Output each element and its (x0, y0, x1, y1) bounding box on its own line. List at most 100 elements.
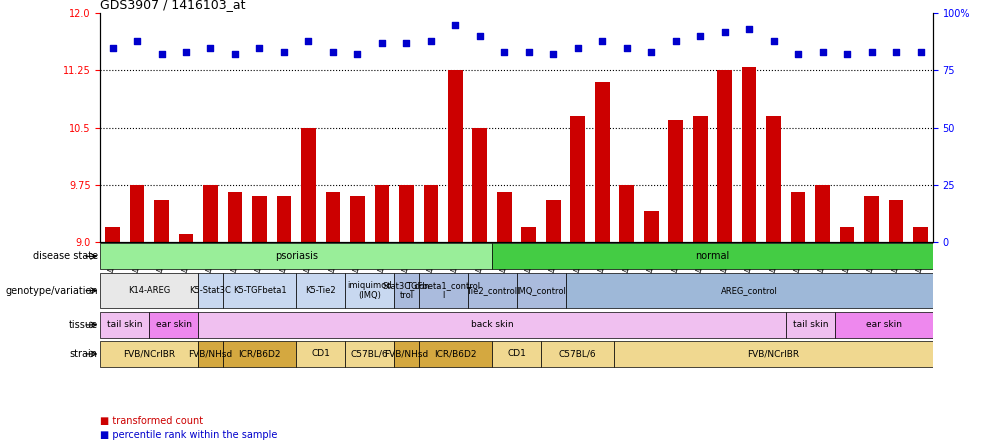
Point (129, 37, 145, 44)
Text: disease state: disease state (33, 251, 98, 262)
Bar (864, 196, 878, 242)
Bar (888, 200, 903, 242)
Point (202, 44, 218, 51)
Bar (565, 273, 932, 309)
Point (912, 48, 928, 56)
Bar (492, 243, 932, 270)
Point (252, 44, 268, 51)
Point (177, 48, 193, 56)
Point (520, 48, 536, 56)
Text: normal: normal (694, 251, 728, 262)
Text: ICR/B6D2: ICR/B6D2 (237, 349, 281, 358)
Point (374, 40, 390, 47)
Bar (496, 192, 511, 242)
Text: FVB/NCrIBR: FVB/NCrIBR (746, 349, 799, 358)
Point (349, 51, 365, 58)
Point (545, 51, 561, 58)
Text: psoriasis: psoriasis (275, 251, 318, 262)
Point (691, 32, 707, 40)
Point (447, 21, 463, 28)
Bar (277, 196, 291, 242)
Text: ear skin: ear skin (865, 321, 901, 329)
Bar (198, 273, 222, 309)
Bar (149, 312, 198, 338)
Text: K5-TGFbeta1: K5-TGFbeta1 (232, 286, 286, 295)
Text: back skin: back skin (470, 321, 513, 329)
Bar (399, 185, 413, 242)
Point (496, 48, 512, 56)
Bar (423, 185, 438, 242)
Point (471, 32, 487, 40)
Bar (492, 341, 540, 367)
Text: TGFbeta1_control
l: TGFbeta1_control l (406, 281, 480, 300)
Bar (227, 192, 242, 242)
Point (716, 28, 732, 35)
Text: IMQ_control: IMQ_control (516, 286, 565, 295)
Bar (834, 312, 932, 338)
Bar (516, 273, 565, 309)
Text: Stat3C_con
trol: Stat3C_con trol (382, 281, 430, 300)
Bar (374, 185, 389, 242)
Text: K5-Tie2: K5-Tie2 (305, 286, 336, 295)
Point (398, 40, 414, 47)
Text: CD1: CD1 (311, 349, 330, 358)
Text: strain: strain (70, 349, 98, 359)
Point (276, 48, 292, 56)
Point (642, 48, 658, 56)
Text: K14-AREG: K14-AREG (128, 286, 170, 295)
Bar (345, 341, 394, 367)
Bar (467, 273, 516, 309)
Point (301, 37, 317, 44)
Bar (912, 226, 927, 242)
Bar (301, 127, 316, 242)
Bar (129, 185, 144, 242)
Point (863, 48, 879, 56)
Bar (100, 312, 149, 338)
Bar (815, 185, 829, 242)
Bar (418, 341, 492, 367)
Point (153, 51, 169, 58)
Text: ICR/B6D2: ICR/B6D2 (434, 349, 476, 358)
Text: C57BL/6: C57BL/6 (558, 349, 596, 358)
Text: ■ transformed count: ■ transformed count (100, 416, 203, 426)
Text: FVB/NCrIBR: FVB/NCrIBR (123, 349, 175, 358)
Point (765, 37, 781, 44)
Text: GDS3907 / 1416103_at: GDS3907 / 1416103_at (100, 0, 245, 11)
Bar (594, 82, 609, 242)
Point (104, 44, 120, 51)
Bar (326, 192, 340, 242)
Text: FVB/NHsd: FVB/NHsd (188, 349, 232, 358)
Bar (667, 120, 682, 242)
Bar (252, 196, 267, 242)
Bar (741, 67, 756, 242)
Bar (345, 273, 394, 309)
Bar (448, 71, 462, 242)
Bar (540, 341, 614, 367)
Bar (198, 341, 222, 367)
Text: ■ percentile rank within the sample: ■ percentile rank within the sample (100, 429, 278, 440)
Bar (178, 234, 193, 242)
Point (814, 48, 830, 56)
Bar (766, 116, 781, 242)
Bar (105, 226, 120, 242)
Point (569, 44, 585, 51)
Bar (643, 211, 658, 242)
Bar (418, 273, 467, 309)
Bar (296, 341, 345, 367)
Text: genotype/variation: genotype/variation (5, 285, 98, 296)
Text: tail skin: tail skin (792, 321, 828, 329)
Text: AREG_control: AREG_control (720, 286, 777, 295)
Bar (786, 312, 834, 338)
Bar (350, 196, 365, 242)
Bar (100, 341, 198, 367)
Text: FVB/NHsd: FVB/NHsd (384, 349, 428, 358)
Bar (100, 273, 198, 309)
Text: imiquimod
(IMQ): imiquimod (IMQ) (347, 281, 392, 300)
Bar (296, 273, 345, 309)
Text: CD1: CD1 (507, 349, 525, 358)
Bar (570, 116, 584, 242)
Point (667, 37, 683, 44)
Point (325, 48, 341, 56)
Bar (521, 226, 536, 242)
Bar (394, 273, 418, 309)
